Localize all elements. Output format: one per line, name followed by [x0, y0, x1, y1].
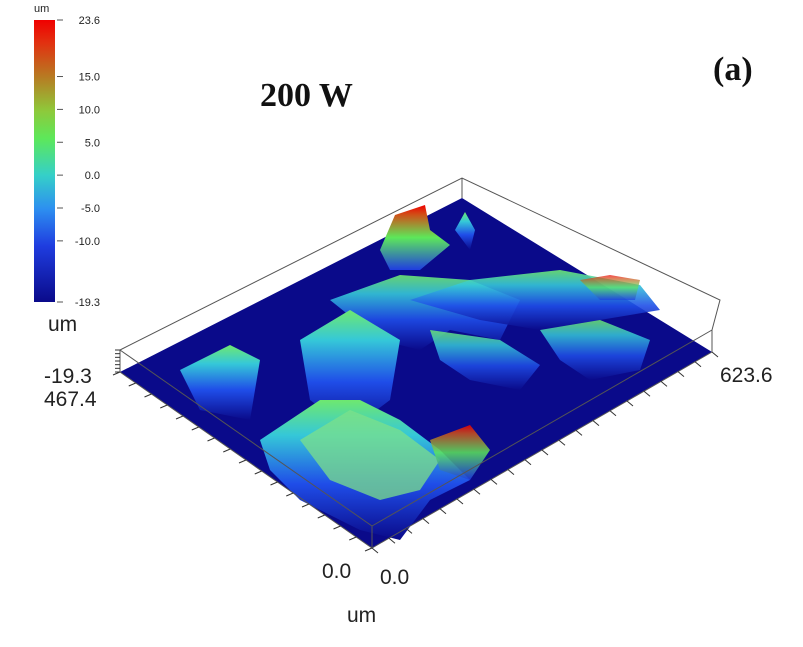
axis-tick: [128, 382, 136, 387]
panel-label: (a): [713, 51, 753, 88]
axis-tick: [660, 381, 668, 387]
axis-tick: [677, 371, 685, 377]
colorbar-ticks: 23.6 15.0 10.0 5.0 0.0 -5.0 -10.0 -19.3: [57, 15, 100, 309]
surface-ridge: [180, 345, 260, 420]
colorbar-tick-label: 15.0: [79, 72, 100, 84]
axis-tick: [439, 508, 447, 515]
axis-tick: [207, 437, 215, 442]
axis-tick: [270, 481, 278, 486]
axis-tick: [223, 448, 231, 453]
axis-tick: [524, 459, 532, 466]
axis-tick: [507, 469, 515, 475]
x-axis-unit: um: [347, 604, 376, 627]
x-axis-max-label: 623.6: [720, 364, 773, 387]
surface-peak: [380, 205, 450, 270]
axis-tick: [286, 492, 294, 497]
surface-ridge: [540, 320, 650, 380]
bounding-box: [119, 177, 721, 549]
surface-plateau-top: [300, 410, 440, 500]
z-axis-unit: um: [48, 313, 77, 336]
axis-tick: [592, 420, 600, 426]
colorbar-tick-label: -19.3: [75, 297, 100, 309]
axis-ticks: [112, 349, 719, 554]
axis-tick: [254, 470, 262, 475]
axis-tick: [558, 439, 566, 446]
axis-tick: [349, 536, 357, 541]
axis-tick: [575, 430, 583, 436]
axis-tick: [456, 498, 464, 505]
x-axis-min-label: 0.0: [380, 566, 409, 589]
axis-tick: [422, 518, 430, 524]
axis-tick: [364, 547, 373, 552]
axis-tick: [301, 503, 310, 508]
axis-tick: [541, 449, 549, 456]
axis-tick: [388, 537, 396, 544]
axis-tick: [238, 459, 247, 464]
chart-title: 200 W: [260, 77, 353, 114]
axis-tick: [626, 400, 634, 407]
axis-tick: [643, 390, 651, 397]
axis-tick: [191, 426, 199, 431]
colorbar-tick-label: 0.0: [85, 170, 100, 182]
axis-tick: [711, 351, 719, 358]
colorbar: [34, 20, 55, 302]
y-axis-max-label: 467.4: [44, 388, 97, 411]
axis-tick: [609, 410, 617, 417]
axis-tick: [490, 479, 498, 485]
surface-peak: [580, 275, 640, 300]
axis-tick: [160, 404, 168, 409]
colorbar-tick-label: 5.0: [85, 137, 100, 149]
colorbar-unit: um: [34, 3, 49, 15]
axis-tick: [317, 514, 325, 519]
axis-tick: [694, 361, 702, 368]
z-axis-min-label: -19.3: [44, 365, 92, 388]
axis-tick: [144, 393, 152, 398]
axis-tick: [473, 488, 481, 495]
colorbar-tick-label: 10.0: [79, 104, 100, 116]
colorbar-tick-label: -5.0: [81, 203, 100, 215]
y-axis-min-label: 0.0: [322, 560, 351, 583]
axis-tick: [405, 528, 413, 534]
axis-tick: [175, 415, 184, 420]
colorbar-tick-label: -10.0: [75, 236, 100, 248]
axis-tick: [333, 525, 341, 530]
axis-tick: [371, 547, 379, 554]
surface-ridge: [430, 330, 540, 390]
surface-spike: [455, 212, 475, 250]
colorbar-tick-label: 23.6: [79, 15, 100, 27]
